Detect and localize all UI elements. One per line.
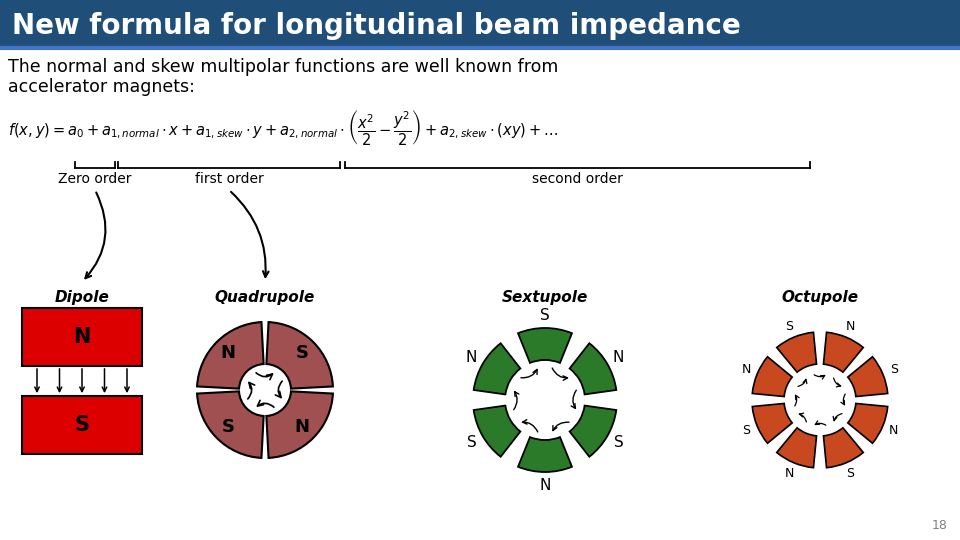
Text: S: S <box>222 418 235 436</box>
Wedge shape <box>266 392 333 458</box>
Bar <box>0 0 960 48</box>
Text: The normal and skew multipolar functions are well known from: The normal and skew multipolar functions… <box>8 58 559 76</box>
Wedge shape <box>824 428 863 468</box>
Wedge shape <box>473 406 520 457</box>
Text: New formula for longitudinal beam impedance: New formula for longitudinal beam impeda… <box>12 12 741 40</box>
Text: N: N <box>295 418 309 436</box>
Wedge shape <box>569 406 616 457</box>
Text: N: N <box>221 344 236 362</box>
Text: Dipole: Dipole <box>55 290 109 305</box>
Text: Octupole: Octupole <box>781 290 858 305</box>
Text: N: N <box>612 350 624 365</box>
Text: Quadrupole: Quadrupole <box>215 290 315 305</box>
Wedge shape <box>569 343 616 394</box>
Wedge shape <box>266 322 333 389</box>
Wedge shape <box>518 328 572 363</box>
Wedge shape <box>777 428 817 468</box>
Text: N: N <box>540 477 551 492</box>
Text: N: N <box>73 327 90 347</box>
Text: S: S <box>467 435 476 450</box>
Text: first order: first order <box>195 172 263 186</box>
Wedge shape <box>848 403 888 443</box>
Wedge shape <box>753 403 792 443</box>
Bar <box>22 396 142 454</box>
Wedge shape <box>777 332 817 372</box>
Text: Zero order: Zero order <box>59 172 132 186</box>
Wedge shape <box>197 322 264 389</box>
Text: N: N <box>466 350 477 365</box>
Wedge shape <box>473 343 520 394</box>
Wedge shape <box>197 392 264 458</box>
Text: Sextupole: Sextupole <box>502 290 588 305</box>
Text: N: N <box>741 363 751 376</box>
Text: N: N <box>889 424 899 437</box>
Text: $f(x,y) = a_0 + a_{1,\mathit{normal}} \cdot x + a_{1,\mathit{skew}} \cdot y + a_: $f(x,y) = a_0 + a_{1,\mathit{normal}} \c… <box>8 108 559 147</box>
Text: S: S <box>296 344 308 362</box>
Text: N: N <box>784 468 794 481</box>
Text: S: S <box>742 424 750 437</box>
Text: S: S <box>613 435 623 450</box>
Text: S: S <box>540 307 550 322</box>
Wedge shape <box>824 332 863 372</box>
Text: 18: 18 <box>932 519 948 532</box>
Text: S: S <box>785 320 793 333</box>
Wedge shape <box>518 437 572 472</box>
Wedge shape <box>753 357 792 396</box>
Text: S: S <box>75 415 89 435</box>
Text: second order: second order <box>532 172 622 186</box>
Text: accelerator magnets:: accelerator magnets: <box>8 78 195 96</box>
Text: S: S <box>847 468 854 481</box>
Wedge shape <box>848 357 888 396</box>
Text: S: S <box>890 363 898 376</box>
Text: N: N <box>846 320 855 333</box>
Bar <box>22 308 142 366</box>
